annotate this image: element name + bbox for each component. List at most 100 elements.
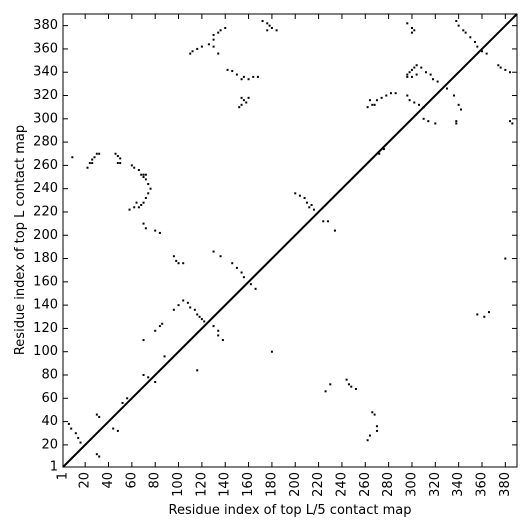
- y-tick-label: 260: [33, 158, 58, 173]
- contact-point: [116, 155, 119, 158]
- contact-point: [410, 75, 413, 78]
- contact-point: [114, 152, 117, 155]
- contact-point: [182, 262, 185, 265]
- contact-point: [324, 390, 327, 393]
- contact-point: [508, 120, 511, 123]
- contact-point: [417, 103, 420, 106]
- contact-point: [219, 255, 222, 258]
- contact-point: [422, 106, 425, 109]
- contact-point: [410, 68, 413, 71]
- contact-point: [487, 311, 490, 314]
- contact-point: [207, 43, 210, 46]
- contact-point: [329, 383, 332, 386]
- contact-point: [231, 70, 234, 73]
- x-tick-label: 1: [56, 472, 71, 480]
- contact-point: [345, 378, 348, 381]
- contact-point: [172, 308, 175, 311]
- contact-point: [266, 29, 269, 32]
- x-tick-label: 320: [428, 472, 443, 497]
- contact-point: [203, 320, 206, 323]
- y-tick-label: 20: [41, 437, 58, 452]
- contact-point: [452, 94, 455, 97]
- x-tick-label: 20: [78, 472, 93, 489]
- y-tick-label: 1: [50, 460, 58, 475]
- contact-point: [219, 29, 222, 32]
- contact-point: [238, 106, 241, 109]
- contact-point: [226, 68, 229, 71]
- contact-point: [389, 92, 392, 95]
- contact-point: [504, 68, 507, 71]
- contact-point: [368, 434, 371, 437]
- y-tick-label: 360: [33, 41, 58, 56]
- x-tick-label: 260: [358, 472, 373, 497]
- y-tick-label: 300: [33, 111, 58, 126]
- contact-point: [212, 38, 215, 41]
- contact-point: [88, 162, 91, 165]
- contact-point: [161, 322, 164, 325]
- contact-point: [457, 24, 460, 27]
- contact-point: [240, 96, 243, 99]
- contact-point: [429, 73, 432, 76]
- y-tick-label: 140: [33, 298, 58, 313]
- contact-point: [247, 78, 250, 81]
- contact-point: [275, 29, 278, 32]
- contact-point: [310, 203, 313, 206]
- contact-point: [240, 103, 243, 106]
- contact-point: [217, 31, 220, 34]
- x-tick-label: 220: [311, 472, 326, 497]
- contact-point: [354, 387, 357, 390]
- contact-point: [462, 29, 465, 32]
- contact-point: [483, 315, 486, 318]
- x-tick-label: 60: [124, 472, 139, 489]
- contact-point: [198, 315, 201, 318]
- x-tick-label: 200: [288, 472, 303, 497]
- contact-point: [434, 122, 437, 125]
- x-tick-label: 40: [101, 472, 116, 489]
- contact-point: [175, 259, 178, 262]
- contact-point: [98, 152, 101, 155]
- contact-point: [200, 318, 203, 321]
- y-tick-label: 120: [33, 321, 58, 336]
- contact-point: [464, 31, 467, 34]
- contact-point: [303, 196, 306, 199]
- contact-point: [294, 192, 297, 195]
- contact-point: [95, 453, 98, 456]
- contact-point: [79, 441, 82, 444]
- x-tick-label: 300: [404, 472, 419, 497]
- diagonal: [62, 13, 518, 468]
- x-axis-label: Residue index of top L/5 contact map: [169, 503, 412, 518]
- contact-point: [242, 75, 245, 78]
- contact-point: [415, 73, 418, 76]
- contact-point: [98, 415, 101, 418]
- contact-point: [144, 173, 147, 176]
- contact-point: [240, 78, 243, 81]
- contact-point: [182, 299, 185, 302]
- contact-point: [457, 103, 460, 106]
- contact-point: [366, 439, 369, 442]
- contact-point: [420, 66, 423, 69]
- contact-point: [371, 103, 374, 106]
- contact-point: [98, 455, 101, 458]
- contact-point: [268, 24, 271, 27]
- contact-point: [485, 52, 488, 55]
- contact-point: [158, 231, 161, 234]
- contact-point: [86, 166, 89, 169]
- contact-point: [347, 383, 350, 386]
- contact-point: [366, 106, 369, 109]
- contact-point: [322, 220, 325, 223]
- contact-point: [142, 201, 145, 204]
- contact-point: [436, 80, 439, 83]
- contact-point: [142, 374, 145, 377]
- contact-point: [333, 229, 336, 232]
- contact-point: [480, 50, 483, 53]
- contact-point: [147, 376, 150, 379]
- contact-point: [375, 429, 378, 432]
- contact-point: [380, 96, 383, 99]
- contact-point: [163, 355, 166, 358]
- contact-point: [245, 101, 248, 104]
- contact-point: [410, 31, 413, 34]
- contact-point: [116, 162, 119, 165]
- contact-point: [249, 283, 252, 286]
- contact-point: [67, 422, 70, 425]
- contact-point: [154, 329, 157, 332]
